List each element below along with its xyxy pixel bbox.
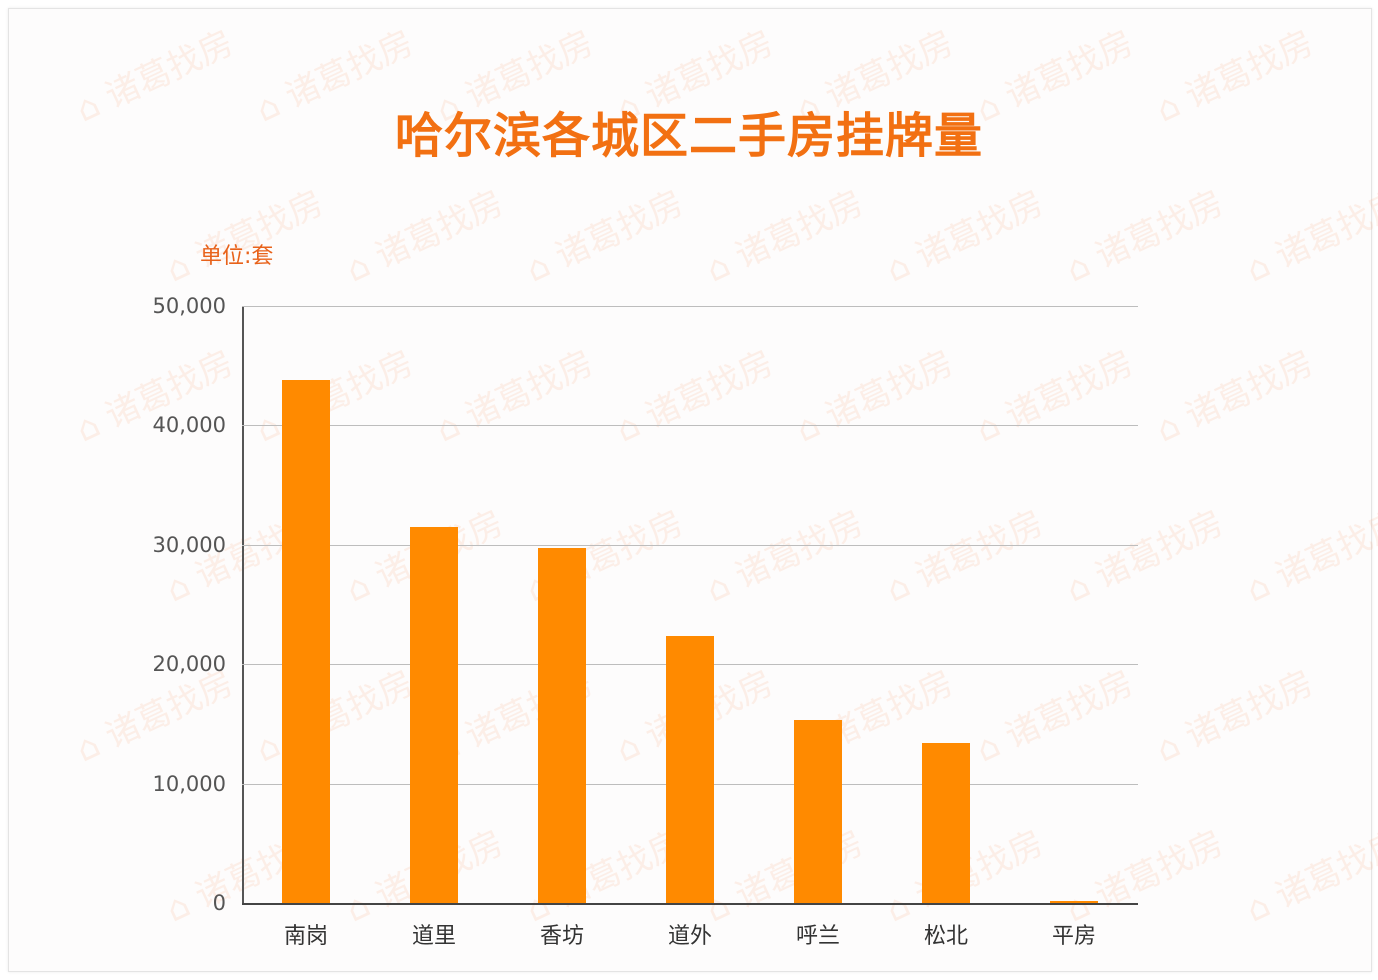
x-tick-label: 松北: [923, 924, 968, 949]
y-tick-label: 30,000: [152, 532, 226, 557]
x-tick-label: 呼兰: [795, 924, 840, 949]
y-tick-label: 0: [212, 891, 226, 915]
y-tick-label: 20,000: [152, 652, 226, 677]
x-tick-label: 道里: [411, 924, 456, 949]
x-tick-label: 香坊: [539, 924, 584, 949]
watermark-text: ⌂ 诸葛找房: [159, 182, 330, 291]
gridline: [242, 306, 1138, 307]
unit-label: 单位:套: [200, 244, 274, 269]
x-tick-label: 道外: [667, 924, 712, 949]
gridline: [242, 544, 1138, 546]
gridline: [242, 425, 1138, 427]
watermark-text: ⌂ 诸葛找房: [1239, 822, 1378, 931]
watermark-text: ⌂ 诸葛找房: [1149, 662, 1320, 771]
bar-6: [1050, 900, 1098, 903]
watermark-text: ⌂ 诸葛找房: [1149, 342, 1320, 451]
watermark-text: ⌂ 诸葛找房: [699, 182, 870, 291]
plot-area: 0 10,000 20,000 30,000 40,000 50,000 南岗 道里 香坊 道外 呼…: [153, 294, 1138, 949]
x-tick-label: 南岗: [283, 924, 328, 949]
bar-5: [922, 743, 970, 903]
chart-title: 哈尔滨各城区二手房挂牌量: [394, 108, 983, 164]
watermark-text: ⌂ 诸葛找房: [1239, 182, 1378, 291]
bar-0: [282, 380, 330, 903]
bar-4: [794, 720, 842, 903]
x-tick-label: 平房: [1051, 924, 1096, 949]
y-tick-label: 50,000: [152, 294, 226, 318]
y-tick-label: 40,000: [152, 413, 226, 438]
y-axis: [242, 306, 244, 905]
bar-1: [410, 526, 458, 903]
watermark-text: ⌂ 诸葛找房: [1059, 182, 1230, 291]
bar-3: [666, 635, 714, 903]
watermark-text: ⌂ 诸葛找房: [1239, 502, 1378, 611]
watermark-text: ⌂ 诸葛找房: [519, 182, 690, 291]
watermark-text: ⌂ 诸葛找房: [339, 182, 510, 291]
watermark-text: ⌂ 诸葛找房: [879, 182, 1050, 291]
bar-2: [538, 548, 586, 903]
x-axis: [242, 903, 1138, 905]
y-tick-label: 10,000: [152, 771, 226, 796]
